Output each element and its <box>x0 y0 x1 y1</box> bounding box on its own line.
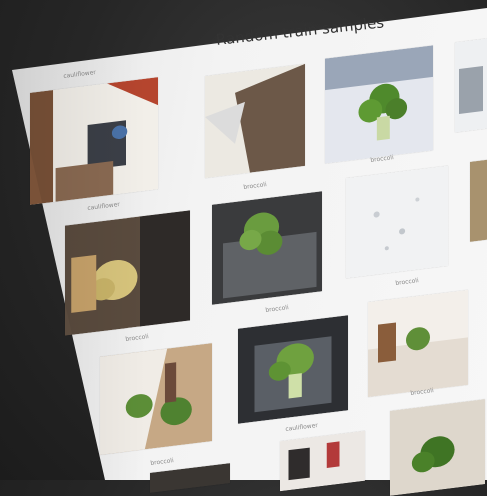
sample-image <box>238 315 348 424</box>
broccoli-photo-icon <box>470 158 487 242</box>
sample-image <box>346 165 448 279</box>
broccoli-photo-icon <box>368 289 468 398</box>
broccoli-photo-icon <box>238 315 348 424</box>
broccoli-photo-icon <box>325 45 433 164</box>
sample-image <box>65 210 190 336</box>
sample-image <box>30 77 158 205</box>
broccoli-photo-icon <box>212 191 322 305</box>
broccoli-photo-icon <box>455 37 487 133</box>
sample-image <box>280 430 365 492</box>
sample-image <box>470 158 487 242</box>
sample-image <box>390 399 485 496</box>
sample-image <box>100 343 212 455</box>
broccoli-photo-icon <box>390 399 485 496</box>
cauliflower-photo-icon <box>280 430 365 492</box>
sample-image <box>212 191 322 305</box>
broccoli-photo-icon <box>346 165 448 279</box>
broccoli-photo-icon <box>205 63 305 179</box>
sample-image <box>325 45 433 164</box>
sample-image <box>205 63 305 179</box>
broccoli-photo-icon <box>100 343 212 455</box>
cauliflower-photo-icon <box>30 77 158 205</box>
sample-image <box>455 37 487 133</box>
sample-image <box>368 289 468 398</box>
cauliflower-photo-icon <box>65 210 190 336</box>
